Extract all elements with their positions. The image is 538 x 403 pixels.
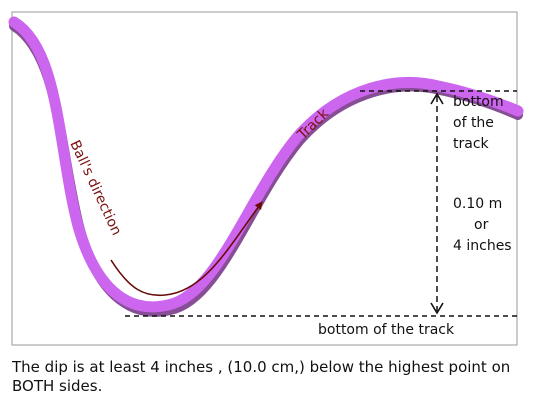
caption: The dip is at least 4 inches , (10.0 cm,… bbox=[12, 358, 511, 395]
top-label-line-1: bottom bbox=[453, 94, 504, 110]
track-curve bbox=[8, 16, 524, 313]
distance-imperial: 4 inches bbox=[453, 238, 512, 254]
distance-metric: 0.10 m bbox=[453, 196, 502, 212]
top-label-line-3: track bbox=[453, 136, 490, 152]
distance-or: or bbox=[474, 217, 489, 233]
dimension-arrow-up bbox=[430, 92, 444, 105]
dimension-arrow-down bbox=[430, 302, 444, 315]
direction-arrow bbox=[110, 201, 263, 297]
bottom-label: bottom of the track bbox=[318, 322, 455, 338]
top-label-line-2: of the bbox=[453, 115, 494, 131]
